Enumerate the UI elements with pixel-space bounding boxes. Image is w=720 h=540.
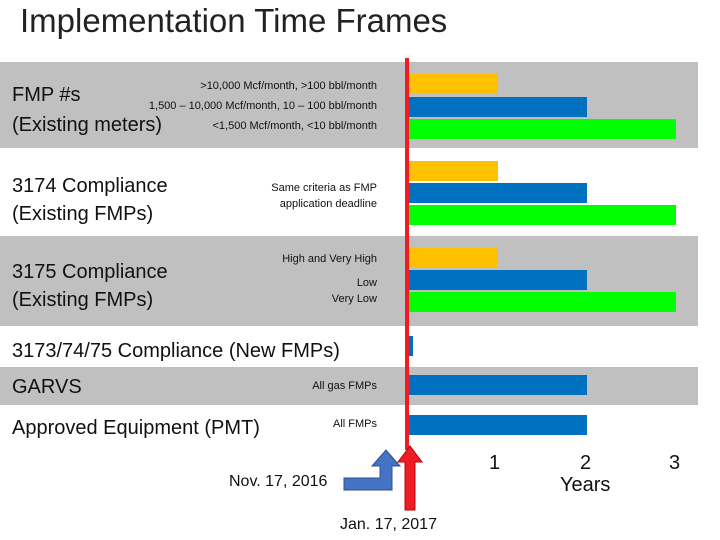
c3175-label-line1: 3175 Compliance	[12, 261, 168, 283]
start-date-line	[405, 58, 409, 450]
bar-10	[409, 336, 413, 356]
nov-arrow-icon	[343, 449, 402, 491]
pmt-label: Approved Equipment (PMT)	[12, 417, 260, 439]
nov-date-label: Nov. 17, 2016	[229, 473, 328, 490]
c3175-criteria-3: Very Low	[331, 293, 377, 305]
c3174-criteria-line2: application deadline	[279, 198, 377, 210]
x-axis-label: Years	[560, 474, 611, 496]
x-tick-1: 1	[489, 452, 501, 474]
bar-5	[409, 183, 587, 203]
jan-date-label: Jan. 17, 2017	[340, 516, 437, 533]
bar-7	[409, 248, 498, 268]
c3174-criteria-line1: Same criteria as FMP	[271, 182, 377, 194]
bar-11	[409, 375, 587, 395]
fmp-criteria-1: >10,000 Mcf/month, >100 bbl/month	[200, 80, 377, 92]
pmt-criteria: All FMPs	[333, 418, 377, 430]
bar-2	[409, 97, 587, 117]
fmp-label-line1: FMP #s	[12, 84, 81, 106]
bar-1	[409, 74, 498, 94]
c3174-label-line2: (Existing FMPs)	[12, 203, 154, 225]
bar-3	[409, 119, 676, 139]
bar-8	[409, 270, 587, 290]
fmp-label-line2: (Existing meters)	[12, 114, 163, 136]
jan-arrow-icon	[397, 445, 423, 511]
c3175-criteria-2: Low	[356, 277, 377, 289]
fmp-criteria-3: <1,500 Mcf/month, <10 bbl/month	[212, 120, 378, 132]
c3175-label-line2: (Existing FMPs)	[12, 289, 154, 311]
fmp-criteria-2: 1,500 – 10,000 Mcf/month, 10 – 100 bbl/m…	[148, 100, 377, 112]
new-fmps-label: 3173/74/75 Compliance (New FMPs)	[12, 340, 340, 362]
bar-4	[409, 161, 498, 181]
c3174-label-line1: 3174 Compliance	[12, 175, 168, 197]
bar-6	[409, 205, 676, 225]
page-title: Implementation Time Frames	[20, 2, 448, 39]
garvs-criteria: All gas FMPs	[312, 380, 377, 392]
x-tick-3: 3	[669, 452, 681, 474]
bar-9	[409, 292, 676, 312]
x-tick-2: 2	[580, 452, 592, 474]
c3175-criteria-1: High and Very High	[282, 253, 377, 265]
garvs-label: GARVS	[12, 376, 82, 398]
bar-12	[409, 415, 587, 435]
